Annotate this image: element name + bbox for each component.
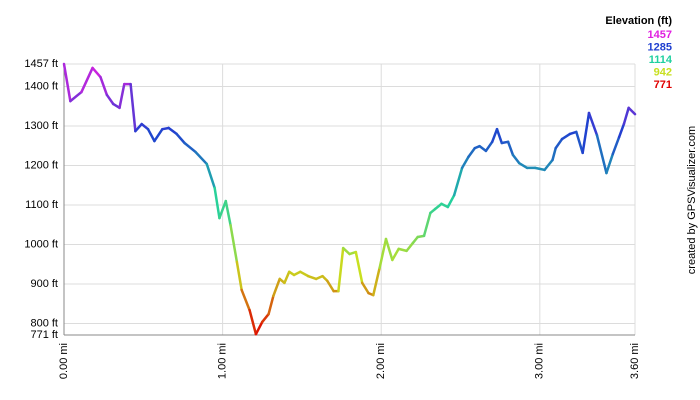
elevation-segment [299,270,310,278]
x-tick-label: 0.00 mi [58,343,70,379]
elevation-segment [446,193,456,209]
elevation-segment [205,162,216,190]
elevation-segment [467,146,477,159]
elevation-segment [175,132,186,145]
x-tick-label: 2.00 mi [375,343,387,379]
elevation-segment [134,122,143,133]
elevation-segment [622,106,630,126]
elevation-segment [213,186,221,220]
elevation-segment [560,132,572,141]
elevation-segment [229,223,239,264]
x-tick-label: 3.00 mi [534,343,546,379]
x-tick-label: 3.60 mi [629,343,641,379]
legend-value: 942 [654,66,672,78]
elevation-segment [533,166,546,172]
y-tick-label: 1200 ft [24,159,58,171]
elevation-segment [511,153,521,165]
elevation-segment [495,127,504,145]
elevation-segment [354,250,364,285]
elevation-segment [617,122,626,139]
elevation-segment [595,133,608,175]
elevation-segment [551,146,557,162]
elevation-segment [517,161,529,170]
legend-value: 771 [654,79,672,91]
elevation-segment [194,150,208,166]
elevation-segment [491,127,499,144]
elevation-segment [267,294,275,316]
y-tick-label: 1457 ft [24,58,58,70]
elevation-segment [433,202,443,211]
y-tick-label: 900 ft [30,278,58,290]
elevation-segment [224,199,232,227]
elevation-segment [99,75,109,97]
elevation-segment [261,312,270,324]
elevation-segment [167,126,178,136]
elevation-segment [153,127,164,143]
y-tick-label: 1100 ft [25,199,58,211]
y-tick-label: 800 ft [30,317,58,329]
elevation-segment [575,130,584,155]
elevation-segment [69,90,83,103]
elevation-segment [341,246,351,256]
elevation-segment [627,106,637,116]
elevation-segment [360,281,370,295]
elevation-segment [384,237,394,262]
elevation-segment [337,246,345,293]
elevation-segment [283,270,291,285]
elevation-segment [587,111,599,137]
elevation-segment [307,274,318,281]
elevation-segment [254,320,264,336]
credit: created by GPSVisualizer.com [686,126,698,274]
elevation-segment [235,260,243,292]
y-tick-label: 1300 ft [24,120,58,132]
elevation-segment [397,247,408,253]
elevation-segment [422,211,432,238]
y-tick-label: 1400 ft [24,80,58,92]
elevation-segment [140,122,150,131]
legend-title: Elevation (ft) [605,15,672,27]
legend-value: 1285 [648,41,672,53]
legend-value: 1457 [648,29,672,41]
y-tick-label: 771 ft [30,329,58,341]
elevation-segment [91,66,102,79]
x-tick-label: 1.00 mi [217,343,229,379]
elevation-segment [460,155,470,170]
legend-value: 1114 [649,54,673,66]
elevation-segment [478,144,488,153]
elevation-segment [605,152,615,175]
elevation-segment [484,140,494,153]
elevation-segment [218,199,228,220]
elevation-segment [240,288,251,312]
elevation-segment [405,241,415,253]
elevation-segment [146,127,156,143]
elevation-segment [378,237,388,270]
elevation-segment [248,308,258,336]
elevation-segment [543,158,554,172]
elevation-segment [391,247,400,262]
elevation-segment [506,140,515,157]
elevation-segment [62,62,72,103]
elevation-segment [554,137,564,150]
elevation-segment [452,166,464,197]
y-tick-label: 1000 ft [24,238,58,250]
elevation-segment [326,279,335,293]
elevation-segment [80,66,94,94]
elevation-segment [183,141,197,154]
elevation-segment [272,277,281,298]
elevation-segment [129,82,137,133]
elevation-segment [118,82,126,110]
elevation-segment [611,135,621,156]
elevation-segment [411,235,419,245]
elevation-segment [581,111,591,155]
elevation-segment [372,266,381,297]
elevation-segment [105,93,115,106]
